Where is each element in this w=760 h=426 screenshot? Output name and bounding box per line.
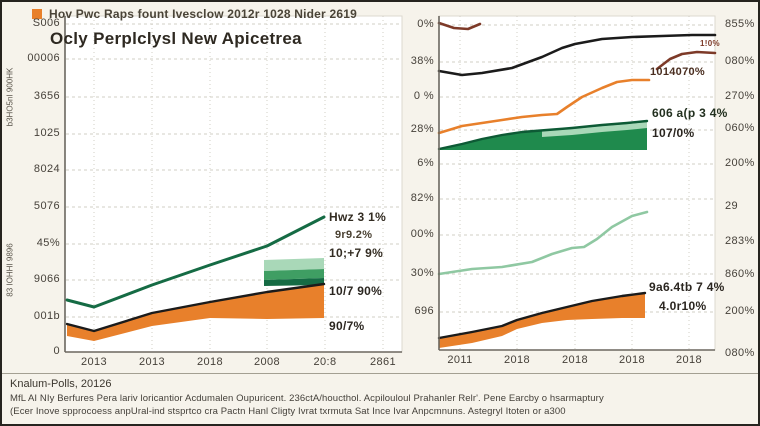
right-chart-y-tick-right: 29 xyxy=(725,200,739,212)
orange-line xyxy=(437,78,651,135)
dark-green-stacked-area xyxy=(264,278,324,286)
right-chart-x-tick: 2018 xyxy=(675,354,703,366)
dark-green-trend-line xyxy=(65,215,326,309)
maroon-segment-left xyxy=(437,21,482,31)
maroon-segment-right xyxy=(655,50,717,71)
left-chart-rotated-axis-label: b3HO5nI 900HK xyxy=(5,67,15,127)
left-chart-y-tick-left: S006 xyxy=(32,17,60,29)
right-chart-annotation: 1!0% xyxy=(700,39,720,48)
right-chart-y-tick-left: 696 xyxy=(414,305,434,317)
left-chart-annotation: Hwz 3 1% xyxy=(329,210,387,224)
green-area-top-line xyxy=(437,119,649,151)
left-chart-y-tick-left: 9066 xyxy=(33,273,60,285)
caption: Knalum-Polls, 20126 MfL AI NIy Berfures … xyxy=(10,378,752,417)
right-chart-y-tick-left: 0 % xyxy=(413,90,434,102)
right-chart-y-tick-right: 270% xyxy=(725,90,755,102)
right-chart-y-tick-right: 080% xyxy=(725,347,755,359)
right-chart-y-tick-right: 200% xyxy=(725,157,755,169)
orange-band-area xyxy=(67,284,324,341)
left-chart-y-tick-left: 00006 xyxy=(27,52,60,64)
left-chart-y-tick-left: 0 xyxy=(53,345,60,357)
right-chart-y-tick-left: 00% xyxy=(410,228,434,240)
right-chart-annotation: 4.0r10% xyxy=(659,299,707,313)
left-chart-y-tick-left: 45% xyxy=(36,237,60,249)
right-chart-y-tick-right: 855% xyxy=(725,18,755,30)
right-chart-y-tick-left: 28% xyxy=(410,123,434,135)
left-chart-x-tick: 20:8 xyxy=(313,356,337,368)
caption-source: Knalum-Polls, 20126 xyxy=(10,378,112,390)
chart-title: Ocly Perplclysl New Apicetrea xyxy=(50,29,302,48)
left-chart-x-tick: 2013 xyxy=(80,356,108,368)
left-chart-x-tick: 2013 xyxy=(138,356,166,368)
caption-line-2: (Ecer Inove spprocoess anpUral-ind stspr… xyxy=(10,406,566,417)
light-green-stacked-area xyxy=(264,258,324,271)
right-chart-annotation: 1014070% xyxy=(650,66,706,78)
left-chart-rotated-axis-label: 83 IOHHI 9896 xyxy=(5,243,15,297)
caption-line-1: MfL AI NIy Berfures Pera lariv loricanti… xyxy=(10,392,604,404)
right-chart-y-tick-right: 080% xyxy=(725,55,755,67)
legend: Hov Pwc Raps fount Ivesclow 2012r 1028 N… xyxy=(32,7,357,21)
left-chart-y-tick-left: 001b xyxy=(33,310,60,322)
right-chart-annotation: 107/0% xyxy=(652,126,695,140)
black-trend-line xyxy=(65,282,326,333)
legend-label: Hov Pwc Raps fount Ivesclow 2012r 1028 N… xyxy=(49,7,357,21)
left-chart-y-tick-left: 1025 xyxy=(33,127,60,139)
legend-swatch-icon xyxy=(32,9,42,19)
right-chart-y-tick-left: 82% xyxy=(410,192,434,204)
left-chart-y-tick-left: 3656 xyxy=(33,90,60,102)
right-chart-annotation: 9a6.4tb 7 4% xyxy=(649,280,725,294)
bottom-black-line xyxy=(437,291,647,340)
right-chart-y-tick-left: 6% xyxy=(417,157,434,169)
right-chart-x-tick: 2018 xyxy=(561,354,589,366)
right-chart-annotation: 606 a(p 3 4% xyxy=(652,106,728,120)
bottom-orange-band-area xyxy=(439,293,645,348)
left-chart-annotation: 10/7 90% xyxy=(329,284,383,298)
right-chart-y-tick-left: 0% xyxy=(417,18,434,30)
medium-green-stacked-area xyxy=(264,269,324,280)
caption-divider xyxy=(2,373,758,374)
top-black-line xyxy=(437,33,717,77)
left-chart-y-tick-left: 5076 xyxy=(33,200,60,212)
left-chart-x-tick: 2008 xyxy=(253,356,281,368)
right-chart-y-tick-right: 060% xyxy=(725,122,755,134)
right-chart-y-tick-right: 860% xyxy=(725,268,755,280)
right-chart-x-tick: 2011 xyxy=(447,354,473,366)
right-chart-x-tick: 2018 xyxy=(503,354,531,366)
left-chart-x-tick: 2861 xyxy=(369,356,397,368)
light-green-line xyxy=(437,210,649,276)
light-green-sliver-area xyxy=(542,122,647,137)
left-chart-annotation: 9r9.2% xyxy=(335,229,373,241)
left-chart-annotation: 90/7% xyxy=(329,319,365,333)
right-chart-x-tick: 2018 xyxy=(618,354,646,366)
right-chart-y-tick-right: 283% xyxy=(725,235,755,247)
right-chart-y-tick-left: 38% xyxy=(410,55,434,67)
left-chart-x-tick: 2018 xyxy=(196,356,224,368)
left-chart-y-tick-left: 8024 xyxy=(33,163,60,175)
right-chart-y-tick-left: 30% xyxy=(410,267,434,279)
left-chart-annotation: 10;+7 9% xyxy=(329,246,384,260)
right-chart-y-tick-right: 200% xyxy=(725,305,755,317)
